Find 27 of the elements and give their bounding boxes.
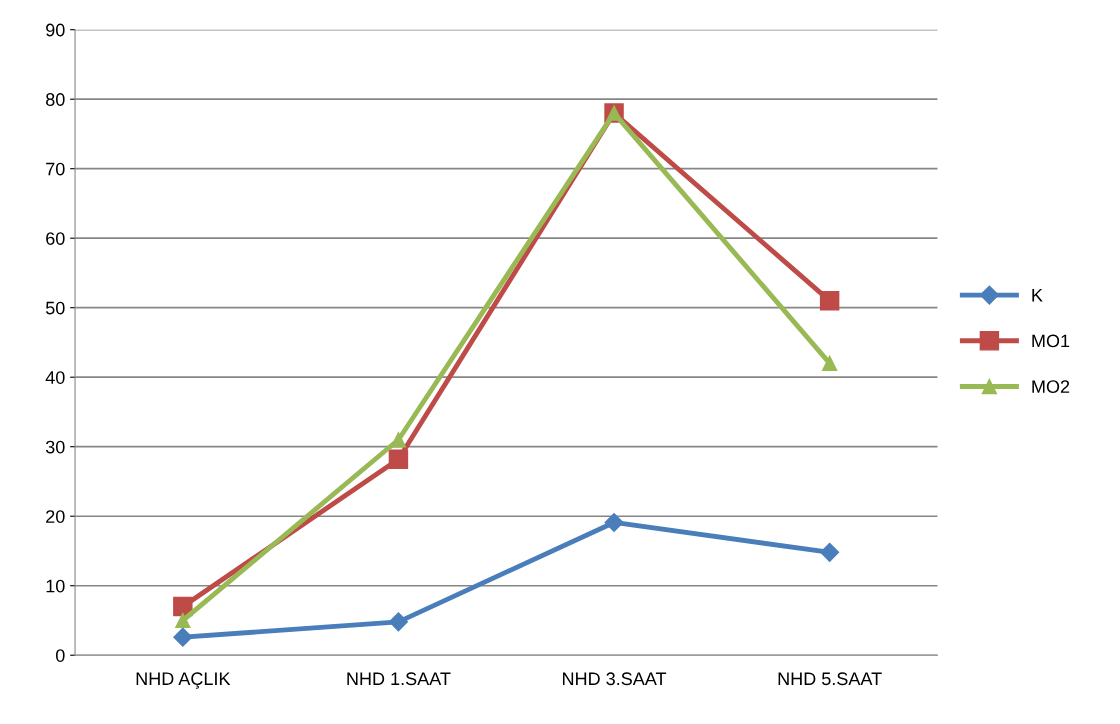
y-tick-label: 50 bbox=[45, 301, 65, 315]
legend-label: MO1 bbox=[1032, 334, 1070, 348]
point bbox=[175, 612, 191, 629]
x-tick-label: NHD 5.SAAT bbox=[778, 672, 882, 686]
point bbox=[388, 449, 409, 469]
x-tick-label: NHD 1.SAAT bbox=[347, 672, 451, 686]
y-tick-label: 30 bbox=[45, 440, 65, 454]
y-tick-label: 60 bbox=[46, 232, 65, 245]
legend-label: K bbox=[1032, 288, 1043, 302]
point bbox=[173, 627, 193, 647]
y-tick-label: 70 bbox=[46, 162, 65, 176]
point bbox=[388, 612, 408, 632]
point bbox=[820, 542, 840, 562]
y-tick-label: 90 bbox=[46, 23, 65, 37]
point bbox=[604, 512, 624, 533]
y-tick-label: 10 bbox=[46, 579, 65, 593]
point bbox=[390, 432, 407, 448]
point bbox=[173, 596, 193, 617]
point bbox=[819, 291, 840, 311]
point bbox=[822, 355, 838, 371]
y-tick-label: 0 bbox=[55, 649, 65, 662]
legend-label: MO2 bbox=[1032, 380, 1070, 394]
y-tick-label: 40 bbox=[45, 371, 65, 384]
y-tick-label: 20 bbox=[46, 510, 65, 523]
x-tick-label: NHD AÇLIK bbox=[136, 672, 231, 689]
y-tick-label: 80 bbox=[46, 93, 65, 106]
x-tick-label: NHD 3.SAAT bbox=[563, 672, 667, 686]
